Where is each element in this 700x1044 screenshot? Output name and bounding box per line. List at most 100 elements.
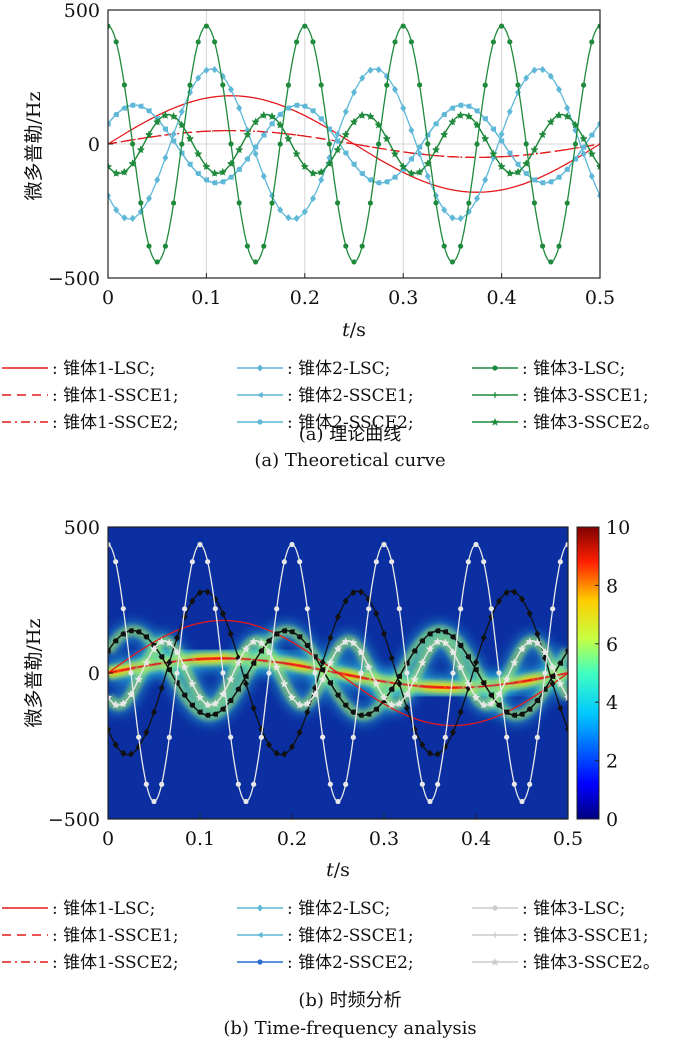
panel-b-series-point-8: [541, 648, 549, 656]
panel-a-series-point-8: [259, 111, 268, 119]
panel-a-ytick-label: 0: [88, 134, 100, 156]
panel-a-series-point-6: [376, 141, 382, 147]
panel-a-series-point-5: [310, 108, 316, 114]
panel-a-series-point-8: [136, 145, 145, 154]
panel-b-series-point-6: [197, 541, 203, 548]
panel-b-series-point-5: [350, 709, 356, 715]
panel-a-series-point-5: [540, 180, 546, 186]
panel-a-series-point-5: [138, 103, 144, 109]
panel-a-series-line-2: [108, 129, 600, 159]
panel-a-series-point-6: [146, 243, 152, 249]
panel-a-series-point-8: [317, 167, 326, 176]
panel-b-series-point-3: [143, 728, 150, 736]
panel-b-series-point-6: [251, 781, 257, 787]
panel-b-series-point-3: [289, 743, 295, 751]
panel-b-series-point-5: [143, 634, 149, 640]
panel-a-series-point-6: [581, 82, 587, 88]
panel-b-xtick-label: 0.2: [277, 828, 307, 850]
panel-b-series-point-5: [389, 686, 395, 692]
panel-b-series-point-6: [228, 734, 234, 740]
panel-b-ytick-label: 500: [64, 517, 100, 539]
panel-a-legend-marker-6: [492, 365, 498, 371]
panel-a-legend-label-2: : 锥体1-SSCE2;: [52, 413, 179, 433]
panel-a-series-point-3: [108, 192, 111, 200]
panel-b-series-point-8: [525, 637, 534, 646]
panel-a-series-point-3: [498, 130, 505, 138]
panel-a-series-point-3: [597, 192, 600, 200]
panel-b-series-point-5: [496, 702, 502, 708]
panel-a-series-point-6: [171, 200, 177, 206]
panel-b-series-point-3: [511, 588, 518, 596]
panel-b-series-point-5: [450, 634, 456, 640]
panel-b-series-point-8: [288, 693, 296, 702]
panel-b-legend-label-3: : 锥体2-LSC;: [287, 899, 390, 919]
panel-b-series-point-6: [243, 798, 249, 805]
panel-a-series-point-3: [146, 194, 152, 203]
panel-a-series-point-3: [334, 130, 341, 138]
panel-b-series-point-6: [419, 781, 425, 787]
panel-a-series-point-8: [555, 111, 563, 119]
panel-b-series-point-8: [150, 644, 158, 653]
panel-a-series-point-5: [108, 121, 111, 127]
panel-a-series-point-6: [449, 259, 455, 265]
panel-a-series-point-8: [276, 120, 285, 129]
panel-a-series-point-3: [129, 214, 136, 223]
panel-b-series-point-6: [435, 781, 441, 787]
panel-b-series-point-8: [234, 658, 243, 667]
panel-b-series-point-6: [205, 559, 211, 565]
panel-a-series-point-6: [351, 259, 357, 265]
panel-b-series-point-3: [189, 597, 196, 605]
panel-b-series-point-6: [128, 670, 134, 676]
panel-a-series-point-3: [392, 85, 398, 94]
panel-a-series-point-3: [121, 214, 128, 222]
panel-b-series-point-6: [343, 781, 349, 787]
panel-a-series-point-5: [203, 177, 209, 183]
panel-a-series-point-8: [407, 168, 416, 177]
panel-a-series-point-8: [300, 162, 309, 171]
panel-b-series-point-3: [480, 634, 487, 642]
panel-a-series-point-3: [433, 192, 439, 200]
panel-b-series-point-3: [327, 634, 334, 642]
panel-b-series-point-3: [396, 680, 403, 688]
panel-b-series-point-8: [441, 638, 450, 647]
panel-b-series-point-6: [481, 559, 487, 565]
panel-a-xlabel: t/s: [342, 319, 366, 341]
panel-b-series-point-5: [565, 648, 568, 654]
panel-a-legend: : 锥体1-LSC;: 锥体1-SSCE1;: 锥体1-SSCE2;: 锥体2-…: [2, 359, 660, 433]
panel-a-series-point-5: [589, 132, 595, 138]
panel-a-series-point-8: [374, 120, 383, 129]
panel-b-series-point-6: [473, 541, 479, 548]
colorbar-tick-label: 10: [606, 517, 630, 539]
panel-b-ytick-label: 0: [88, 663, 100, 685]
panel-a-series-point-6: [236, 200, 242, 206]
panel-b-series-point-5: [251, 660, 257, 666]
panel-a-series-point-3: [252, 150, 259, 158]
panel-b-legend-label-0: : 锥体1-LSC;: [52, 899, 155, 919]
panel-b-series-point-8: [318, 675, 327, 683]
panel-a-series-point-8: [350, 117, 358, 126]
colorbar-tick-label: 0: [606, 809, 618, 831]
panel-a-series-point-6: [408, 39, 414, 45]
panel-a-series-point-6: [466, 200, 472, 206]
panel-a-series-point-8: [423, 159, 432, 168]
panel-a-series-point-8: [112, 168, 121, 177]
panel-b-xtick-label: 0: [102, 828, 114, 850]
panel-b-series-point-3: [243, 680, 249, 688]
panel-b-series-point-6: [381, 541, 387, 548]
panel-a-series-point-6: [441, 243, 447, 249]
panel-a-series-point-5: [302, 103, 308, 109]
panel-a-series-point-3: [310, 194, 316, 203]
panel-b-series-point-8: [249, 637, 258, 646]
panel-b-series-point-5: [511, 712, 517, 718]
panel-b-series-point-8: [372, 679, 381, 688]
panel-b-series-point-6: [412, 734, 418, 740]
panel-b-series-point-8: [364, 662, 373, 671]
panel-b-series-point-3: [427, 749, 433, 757]
panel-b-series-point-5: [197, 709, 203, 715]
panel-b-series-point-8: [510, 658, 519, 667]
panel-b-series-point-5: [166, 667, 172, 673]
panel-b-series-point-5: [113, 638, 119, 644]
panel-b-series-point-8: [426, 644, 434, 653]
panel-b-series-point-6: [143, 781, 149, 787]
panel-a-legend-label-3: : 锥体2-LSC;: [287, 359, 390, 379]
